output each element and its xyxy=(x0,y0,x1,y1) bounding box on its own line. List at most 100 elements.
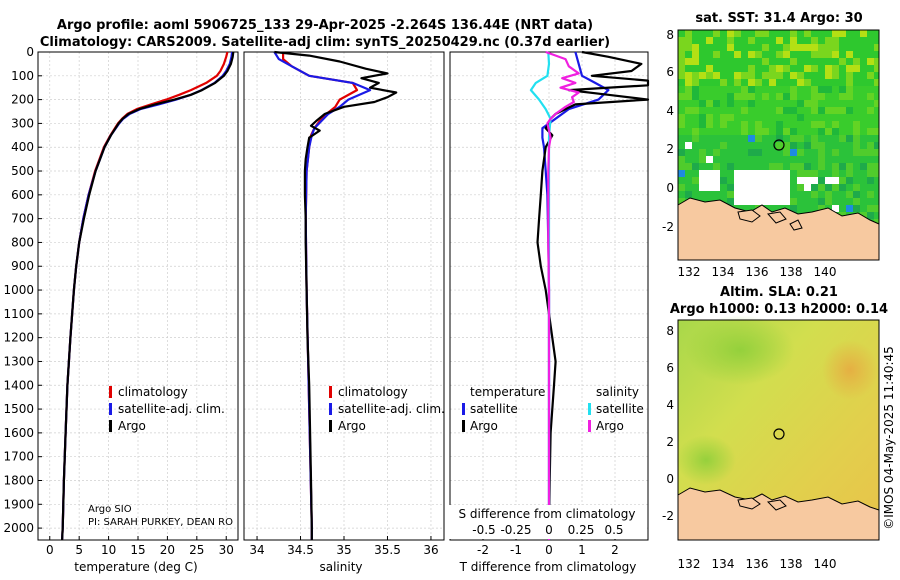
sst-cell xyxy=(776,184,783,191)
sst-cell xyxy=(825,72,832,79)
sst-cell xyxy=(790,149,797,156)
sst-cell xyxy=(748,37,755,44)
sst-cell xyxy=(755,79,762,86)
sst-cell xyxy=(776,65,783,72)
sst-cell xyxy=(741,93,748,100)
sst-cell xyxy=(874,128,879,135)
sst-cell xyxy=(741,65,748,72)
sst-cell xyxy=(832,156,839,163)
sst-cell xyxy=(741,184,748,191)
sst-cell xyxy=(853,30,860,37)
depth-tick-label: 0 xyxy=(26,45,34,59)
sst-cell xyxy=(860,37,867,44)
sst-cell xyxy=(818,86,825,93)
sst-cell xyxy=(867,177,874,184)
sst-cell xyxy=(825,191,832,198)
sst-cell xyxy=(755,149,762,156)
sst-cell xyxy=(818,121,825,128)
sst-cell xyxy=(748,93,755,100)
sst-cell xyxy=(846,156,853,163)
sst-cell xyxy=(748,184,755,191)
x-tick-label: 36 xyxy=(423,543,438,557)
sst-cell xyxy=(762,142,769,149)
sst-cell xyxy=(867,198,874,205)
sst-cell xyxy=(769,86,776,93)
sst-cell xyxy=(755,170,762,177)
x-tick-label: 34.5 xyxy=(287,543,314,557)
sst-cell xyxy=(783,30,790,37)
sst-cell xyxy=(853,128,860,135)
sst-cell xyxy=(692,100,699,107)
sst-cell xyxy=(685,149,692,156)
sst-cell xyxy=(699,170,706,177)
legend-swatch-sal-satellite xyxy=(588,403,591,415)
sst-cell xyxy=(755,86,762,93)
sst-cell xyxy=(811,156,818,163)
sst-cell xyxy=(692,156,699,163)
sst-cell xyxy=(874,107,879,114)
sst-map-island xyxy=(789,219,803,231)
sst-cell xyxy=(867,191,874,198)
sst-cell xyxy=(790,44,797,51)
sst-cell xyxy=(741,142,748,149)
sst-cell xyxy=(811,58,818,65)
s-tick-label: 0 xyxy=(545,523,553,537)
sst-cell xyxy=(685,142,692,149)
sst-cell xyxy=(748,149,755,156)
sst-cell xyxy=(727,198,734,205)
sst-cell xyxy=(678,30,685,37)
sst-cell xyxy=(769,107,776,114)
sst-cell xyxy=(692,79,699,86)
sst-cell xyxy=(692,184,699,191)
sst-cell xyxy=(748,100,755,107)
sst-cell xyxy=(762,191,769,198)
sst-cell xyxy=(860,163,867,170)
sst-cell xyxy=(692,177,699,184)
sst-cell xyxy=(706,107,713,114)
sst-cell xyxy=(762,44,769,51)
sla-map-xtick: 132 xyxy=(678,557,701,571)
sla-map-ytick: -2 xyxy=(662,509,674,523)
sst-cell xyxy=(755,142,762,149)
depth-tick-label: 1300 xyxy=(3,354,34,368)
sst-cell xyxy=(720,184,727,191)
sst-cell xyxy=(699,135,706,142)
depth-tick-label: 200 xyxy=(11,93,34,107)
sst-cell xyxy=(804,114,811,121)
sst-cell xyxy=(825,135,832,142)
sst-cell xyxy=(706,86,713,93)
sst-cell xyxy=(811,191,818,198)
sst-cell xyxy=(860,44,867,51)
sst-map-island xyxy=(737,209,761,223)
sst-cell xyxy=(839,184,846,191)
sst-cell xyxy=(741,114,748,121)
sst-cell xyxy=(713,44,720,51)
sst-cell xyxy=(741,107,748,114)
depth-tick-label: 600 xyxy=(11,188,34,202)
imos-timestamp: ©IMOS 04-May-2025 11:40:45 xyxy=(882,346,896,530)
sst-cell xyxy=(860,65,867,72)
sst-cell xyxy=(825,114,832,121)
sst-cell xyxy=(874,65,879,72)
sst-cell xyxy=(853,51,860,58)
sst-cell xyxy=(825,44,832,51)
sst-cell xyxy=(853,100,860,107)
sst-cell xyxy=(762,149,769,156)
legend-label-climatology: climatology xyxy=(118,385,188,399)
sst-cell xyxy=(692,170,699,177)
sst-cell xyxy=(783,135,790,142)
sst-cell xyxy=(741,100,748,107)
sst-cell xyxy=(846,205,853,212)
sst-cell xyxy=(713,149,720,156)
sst-cell xyxy=(839,163,846,170)
sst-cell xyxy=(776,149,783,156)
sst-cell xyxy=(762,58,769,65)
sst-cell xyxy=(748,205,755,212)
sst-cell xyxy=(790,65,797,72)
sst-cell xyxy=(762,100,769,107)
sst-cell xyxy=(818,51,825,58)
sst-cell xyxy=(804,163,811,170)
sst-cell xyxy=(825,93,832,100)
sst-cell xyxy=(825,51,832,58)
sst-cell xyxy=(755,51,762,58)
